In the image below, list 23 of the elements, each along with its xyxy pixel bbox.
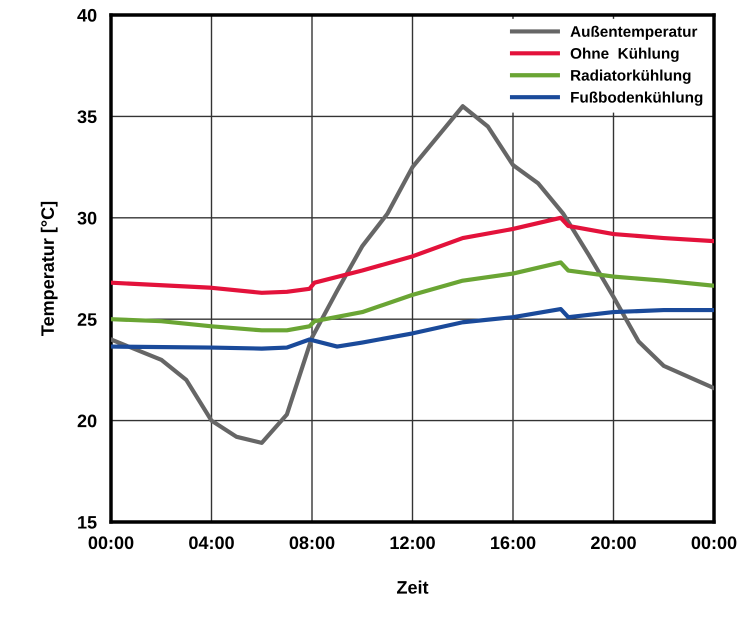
y-tick-label: 25 [78, 313, 97, 326]
legend-label: Fußbodenkühlung [571, 91, 702, 106]
y-tick-label: 35 [77, 110, 97, 124]
legend-label: Ohne Kühlung [570, 48, 679, 62]
line-series [111, 216, 714, 295]
line-series [111, 104, 714, 445]
x-tick-label: 04:00 [189, 536, 234, 550]
x-tick-label: 08:00 [290, 536, 334, 550]
y-tick-label: 30 [77, 212, 96, 225]
x-tick-label: 20:00 [591, 536, 636, 550]
line-series [111, 260, 714, 332]
legend-label: Außentemperatur [570, 26, 698, 40]
y-tick-label: 15 [78, 516, 97, 529]
y-axis-title: Temperatur [°C] [40, 202, 58, 336]
legend-label: Radiatorkühlung [571, 70, 690, 84]
x-axis-title: Zeit [396, 580, 428, 594]
x-tick-label: 16:00 [491, 536, 536, 550]
x-tick-label: 00:00 [692, 536, 736, 550]
x-tick-label: 12:00 [390, 536, 435, 550]
y-tick-label: 40 [77, 8, 96, 22]
x-tick-label: 00:00 [88, 536, 134, 550]
y-tick-label: 20 [78, 414, 96, 428]
line-series [111, 306, 714, 351]
